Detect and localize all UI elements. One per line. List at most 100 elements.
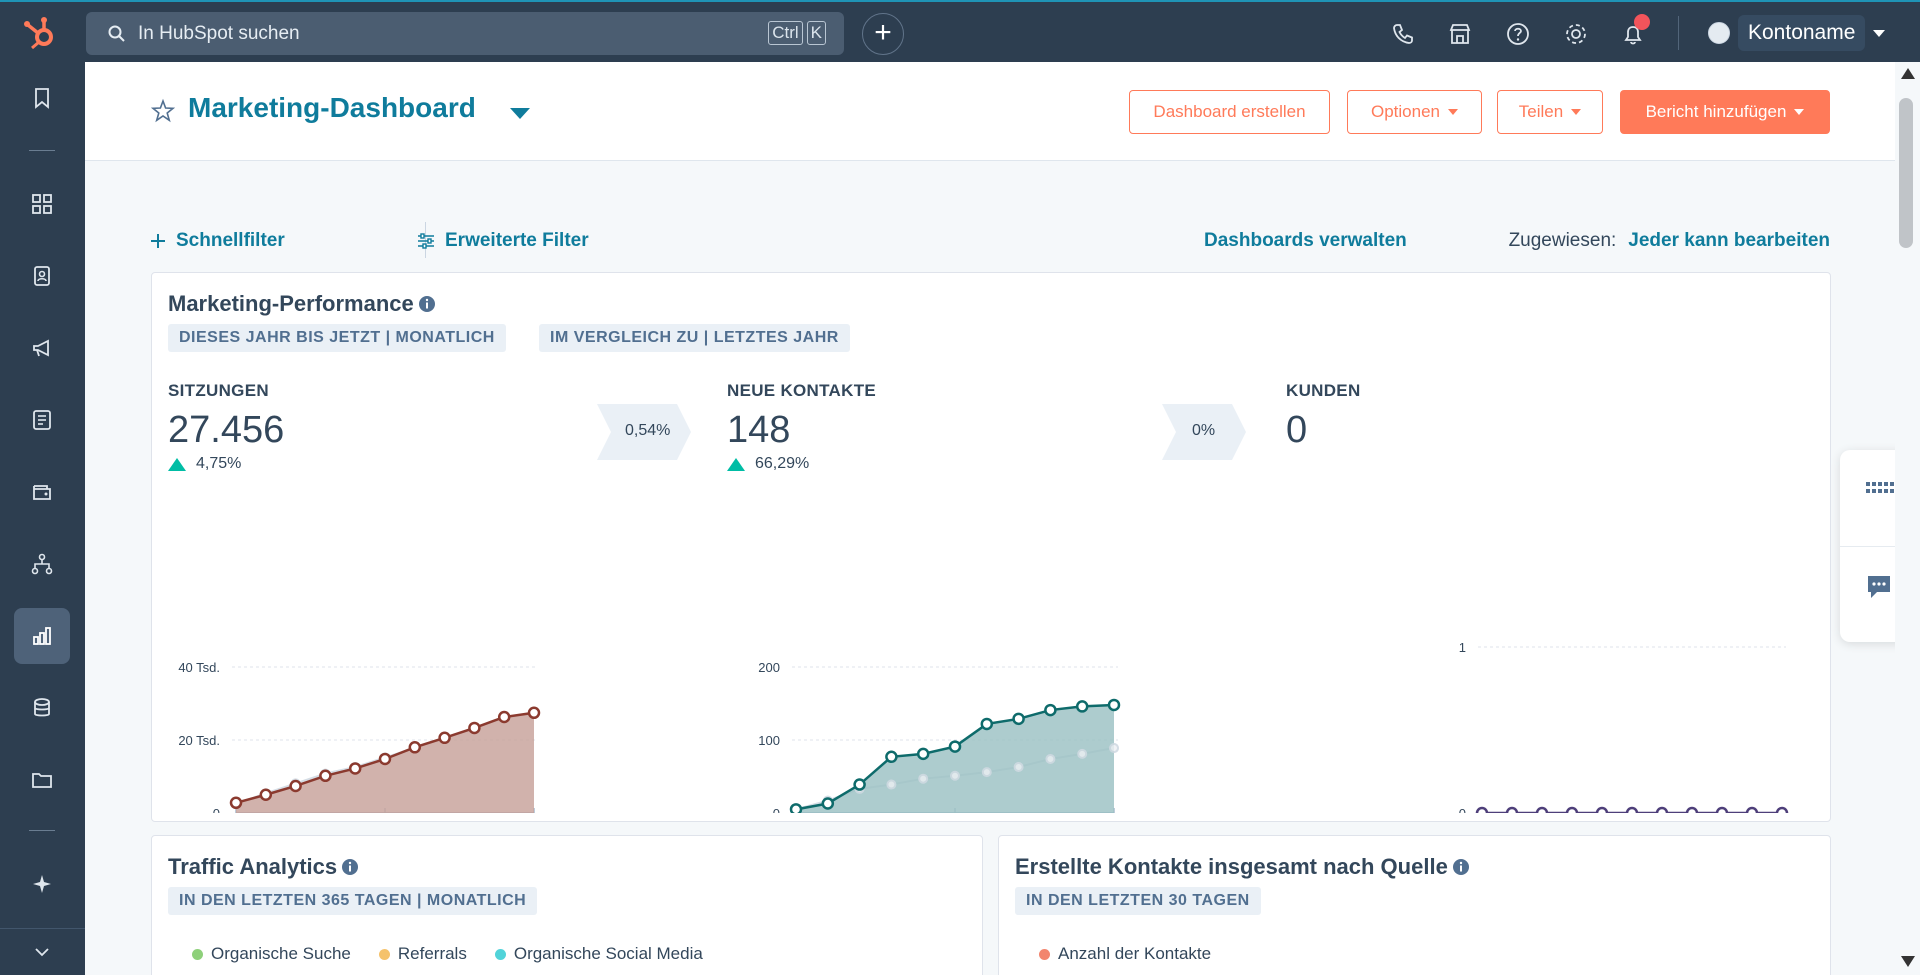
- account-name: Kontoname: [1738, 15, 1866, 51]
- legend-item[interactable]: Organische Social Media: [494, 944, 703, 964]
- left-sidebar: [0, 62, 85, 975]
- favorite-star-icon[interactable]: [150, 98, 176, 124]
- kpi-delta: 66,29%: [727, 455, 809, 473]
- sidebar-item-library[interactable]: [14, 752, 70, 808]
- data-point: [468, 721, 481, 735]
- date-range-tag[interactable]: DIESES JAHR BIS JETZT | MONATLICH: [168, 324, 506, 352]
- manage-dashboards-link[interactable]: Dashboards verwalten: [1204, 230, 1407, 252]
- legend-item[interactable]: Organische Suche: [192, 944, 351, 964]
- data-point: [1505, 806, 1519, 813]
- topbar-divider: [1678, 16, 1679, 50]
- date-range-tag[interactable]: IN DEN LETZTEN 30 TAGEN: [1015, 887, 1261, 915]
- sidebar-item-reporting[interactable]: [14, 608, 70, 664]
- data-point: [378, 752, 392, 766]
- customers-chart[interactable]: 01Zeitraum: [1262, 543, 1822, 813]
- search-input[interactable]: In HubSpot suchen Ctrl K: [86, 12, 844, 55]
- notifications-bell-icon[interactable]: [1620, 21, 1646, 47]
- settings-gear-icon[interactable]: [1563, 21, 1589, 47]
- create-dashboard-button[interactable]: Dashboard erstellen: [1129, 90, 1330, 134]
- contacts-by-source-card: Erstellte Kontakte insgesamt nach Quelle…: [998, 835, 1831, 975]
- date-range-tag[interactable]: IN DEN LETZTEN 365 TAGEN | MONATLICH: [168, 887, 538, 915]
- page-title[interactable]: Marketing-Dashboard: [188, 92, 476, 123]
- info-icon[interactable]: [1452, 858, 1470, 876]
- shortcut-key-ctrl: Ctrl: [768, 21, 803, 45]
- sidebar-divider: [29, 150, 55, 151]
- add-report-button[interactable]: Bericht hinzufügen: [1620, 90, 1830, 134]
- create-dashboard-label: Dashboard erstellen: [1153, 102, 1306, 121]
- notification-badge: [1634, 14, 1650, 30]
- legend-label: Organische Suche: [211, 944, 351, 963]
- advanced-filter-button[interactable]: Erweiterte Filter: [417, 230, 589, 252]
- data-point: [319, 769, 332, 783]
- sidebar-item-contacts[interactable]: [14, 248, 70, 304]
- y-tick-label: 40 Tsd.: [178, 660, 220, 675]
- data-point: [948, 740, 962, 753]
- sidebar-item-content[interactable]: [14, 392, 70, 448]
- info-icon[interactable]: [418, 295, 436, 313]
- marketing-performance-card: Marketing-Performance DIESES JAHR BIS JE…: [151, 272, 1831, 822]
- options-button[interactable]: Optionen: [1347, 90, 1482, 134]
- account-menu[interactable]: Kontoname: [1708, 12, 1886, 54]
- contacts-legend: Anzahl der Kontakte: [1039, 944, 1211, 964]
- kpi-value: 148: [727, 409, 791, 451]
- chat-icon[interactable]: [1865, 574, 1893, 600]
- legend-dot: [378, 948, 390, 960]
- sidebar-expand-button[interactable]: [14, 934, 70, 970]
- marketing-performance-title[interactable]: Marketing-Performance: [168, 291, 414, 316]
- contacts-by-source-title[interactable]: Erstellte Kontakte insgesamt nach Quelle: [1015, 854, 1448, 879]
- create-button[interactable]: +: [862, 13, 904, 55]
- help-icon[interactable]: [1505, 21, 1531, 47]
- chevron-down-icon: [35, 948, 49, 957]
- hubspot-logo-icon[interactable]: [22, 14, 60, 52]
- top-navigation-bar: In HubSpot suchen Ctrl K + Kontoname: [0, 0, 1920, 62]
- sidebar-item-automation[interactable]: [14, 536, 70, 592]
- data-point: [1535, 806, 1549, 813]
- caret-down-icon: [1448, 109, 1458, 115]
- share-button[interactable]: Teilen: [1497, 90, 1603, 134]
- data-point: [1715, 806, 1729, 813]
- phone-icon[interactable]: [1390, 21, 1416, 47]
- sidebar-item-bookmarks[interactable]: [14, 70, 70, 126]
- comparison-data-point: [886, 779, 897, 790]
- assigned-value-link[interactable]: Jeder kann bearbeiten: [1628, 230, 1830, 251]
- sidebar-item-commerce[interactable]: [14, 464, 70, 520]
- scroll-up-arrow-icon[interactable]: [1901, 68, 1915, 79]
- comparison-data-point: [981, 767, 992, 778]
- scrollbar-thumb[interactable]: [1899, 98, 1913, 248]
- add-report-label: Bericht hinzufügen: [1645, 102, 1787, 121]
- keypad-icon[interactable]: [1866, 480, 1896, 496]
- legend-item[interactable]: Anzahl der Kontakte: [1039, 944, 1211, 964]
- legend-label: Organische Social Media: [513, 944, 703, 963]
- legend-item[interactable]: Referrals: [378, 944, 467, 964]
- sessions-chart[interactable]: 020 Tsd.40 Tsd.Zeitraum: [152, 543, 652, 813]
- megaphone-icon: [33, 339, 49, 357]
- marketplace-icon[interactable]: [1447, 21, 1473, 47]
- manage-dashboards-label: Dashboards verwalten: [1204, 230, 1407, 251]
- comparison-tag[interactable]: IM VERGLEICH ZU | LETZTES JAHR: [539, 324, 850, 352]
- kpi-delta: 4,75%: [168, 455, 241, 473]
- assigned-info: Zugewiesen: Jeder kann bearbeiten: [1509, 230, 1830, 252]
- page-scrollbar[interactable]: [1895, 62, 1920, 975]
- info-icon[interactable]: [341, 858, 359, 876]
- scroll-down-arrow-icon[interactable]: [1901, 956, 1915, 967]
- kpi-delta-value: 4,75%: [196, 455, 242, 472]
- sidebar-item-ai-assistant[interactable]: [14, 856, 70, 912]
- sidebar-item-marketing[interactable]: [14, 320, 70, 376]
- quick-filter-button[interactable]: Schnellfilter: [150, 230, 285, 252]
- dashboard-switcher-caret-icon[interactable]: [510, 108, 530, 119]
- data-point: [497, 710, 511, 724]
- data-point: [980, 717, 994, 731]
- sidebar-divider: [0, 928, 85, 929]
- sidebar-item-data-management[interactable]: [14, 680, 70, 736]
- data-point: [1475, 806, 1489, 813]
- data-point: [408, 741, 422, 754]
- traffic-analytics-title[interactable]: Traffic Analytics: [168, 854, 338, 879]
- legend-dot: [192, 948, 203, 960]
- chart-plot-area: 0100200Zeitraum: [758, 660, 1121, 813]
- sidebar-item-workspaces[interactable]: [14, 176, 70, 232]
- y-tick-label: 0: [773, 806, 780, 813]
- data-point: [1107, 698, 1121, 712]
- comparison-data-point: [1077, 748, 1088, 759]
- new-contacts-chart[interactable]: 0100200Zeitraum: [712, 543, 1192, 813]
- filter-divider: [425, 222, 426, 258]
